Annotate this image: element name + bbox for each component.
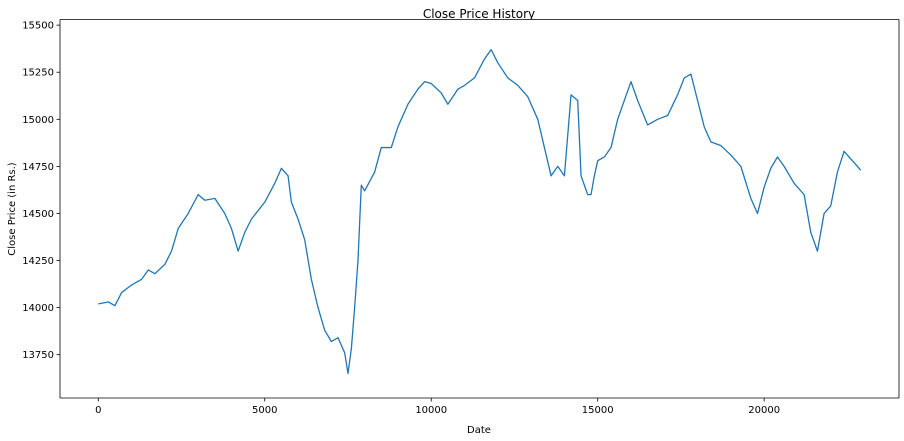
x-tick-label: 15000 bbox=[582, 405, 614, 416]
y-tick-label: 14000 bbox=[22, 303, 54, 314]
y-tick-label: 14750 bbox=[22, 162, 54, 173]
x-tick-label: 5000 bbox=[252, 405, 277, 416]
x-axis-title: Date bbox=[467, 425, 491, 436]
y-tick-label: 15250 bbox=[22, 68, 54, 79]
close-price-line bbox=[98, 48, 862, 375]
y-axis-ticks: 13750 14000 14250 14500 14750 15000 15250 15500 bbox=[22, 21, 60, 361]
x-axis-ticks: 0 5000 10000 15000 20000 bbox=[95, 398, 780, 416]
y-tick-label: 14500 bbox=[22, 209, 54, 220]
y-tick-label: 15500 bbox=[22, 21, 54, 32]
chart-title: Close Price History bbox=[423, 7, 535, 21]
y-axis-title: Close Price (in Rs.) bbox=[7, 162, 18, 256]
y-tick-label: 15000 bbox=[22, 115, 54, 126]
y-tick-label: 14250 bbox=[22, 256, 54, 267]
x-tick-label: 20000 bbox=[748, 405, 780, 416]
x-tick-label: 0 bbox=[95, 405, 101, 416]
y-tick-label: 13750 bbox=[22, 350, 54, 361]
plot-area bbox=[60, 19, 899, 398]
x-tick-label: 10000 bbox=[415, 405, 447, 416]
